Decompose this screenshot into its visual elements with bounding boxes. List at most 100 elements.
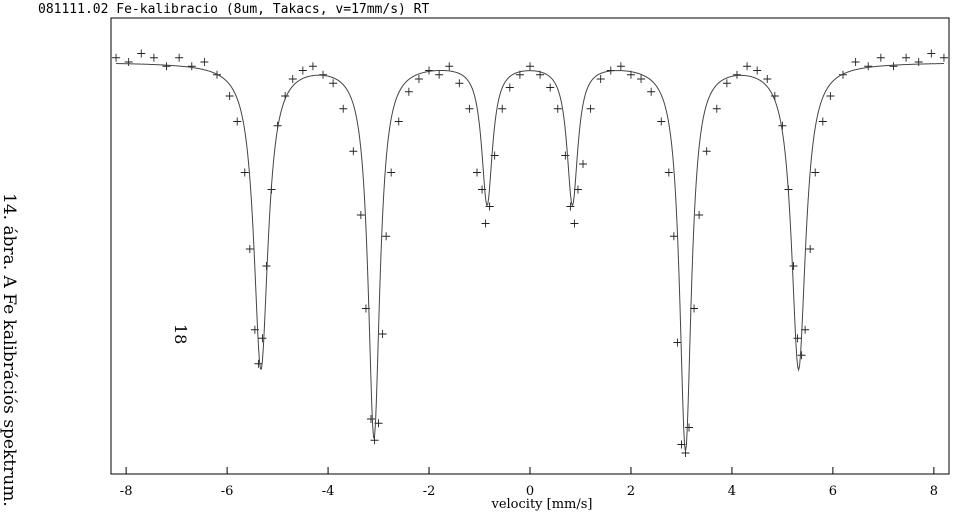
data-point <box>664 168 673 177</box>
data-point <box>124 58 133 66</box>
data-point <box>770 92 779 100</box>
data-point <box>175 53 184 62</box>
data-point <box>245 245 254 253</box>
data-point <box>112 53 121 62</box>
data-point <box>505 83 514 92</box>
data-point <box>712 104 721 113</box>
x-tick-label: -4 <box>322 484 335 499</box>
data-point <box>722 79 731 88</box>
data-points <box>112 49 948 457</box>
data-point <box>254 359 263 368</box>
data-point <box>914 58 923 66</box>
data-point <box>200 58 209 66</box>
data-point <box>187 62 196 71</box>
data-point <box>702 147 711 156</box>
x-tick-label: -6 <box>221 484 234 499</box>
data-point <box>939 53 948 62</box>
data-point <box>162 62 171 71</box>
data-point <box>889 62 898 71</box>
plot-frame <box>110 17 950 475</box>
data-point <box>586 104 595 113</box>
data-point <box>579 160 588 168</box>
data-point <box>225 92 234 100</box>
data-point <box>425 66 434 75</box>
data-point <box>811 168 820 177</box>
data-point <box>743 62 752 71</box>
data-point <box>370 436 379 445</box>
data-point <box>485 202 494 211</box>
data-point <box>732 70 741 79</box>
data-point <box>414 75 423 83</box>
x-tick-label: 8 <box>930 484 938 499</box>
x-axis-label: velocity [mm/s] <box>490 497 592 512</box>
x-axis-ticks <box>125 467 935 474</box>
data-point <box>864 62 873 71</box>
data-point <box>137 49 146 58</box>
data-point <box>573 185 582 194</box>
data-point <box>553 104 562 113</box>
x-tick-label: 2 <box>627 484 635 499</box>
data-point <box>657 117 666 126</box>
data-point <box>366 415 375 423</box>
data-point <box>498 104 507 113</box>
page-number: 18 <box>171 324 190 344</box>
data-point <box>546 83 555 92</box>
data-point <box>339 104 348 113</box>
data-point <box>806 245 815 253</box>
data-point <box>826 92 835 100</box>
data-point <box>669 232 678 241</box>
data-point <box>763 75 772 83</box>
data-point <box>387 168 396 177</box>
data-point <box>566 202 575 211</box>
data-point <box>435 70 444 79</box>
data-point <box>793 334 802 343</box>
x-tick-label: 4 <box>728 484 736 499</box>
data-point <box>233 117 242 126</box>
data-point <box>778 121 787 130</box>
data-point <box>616 62 625 71</box>
data-point <box>818 117 827 126</box>
data-point <box>838 70 847 79</box>
data-point <box>927 49 936 58</box>
data-point <box>753 66 762 75</box>
data-point <box>801 325 810 334</box>
data-point <box>445 62 454 71</box>
data-point <box>329 79 338 88</box>
data-point <box>298 66 307 75</box>
x-tick-label: -8 <box>120 484 133 499</box>
data-point <box>902 53 911 62</box>
data-point <box>481 219 490 228</box>
x-tick-label: 6 <box>829 484 837 499</box>
data-point <box>288 75 297 83</box>
data-point <box>561 151 570 160</box>
chart-title: 081111.02 Fe-kalibracio (8um, Takacs, v=… <box>38 2 430 17</box>
data-point <box>308 62 317 71</box>
data-point <box>789 262 798 270</box>
x-axis-tick-labels: -8 -6 -4 -2 0 2 4 6 8 <box>120 484 938 499</box>
data-point <box>258 334 267 343</box>
data-point <box>240 168 249 177</box>
data-point <box>455 79 464 88</box>
data-point <box>637 75 646 83</box>
data-point <box>673 338 682 347</box>
data-point <box>570 219 579 228</box>
data-point <box>596 75 605 83</box>
data-point <box>851 58 860 66</box>
data-point <box>382 232 391 241</box>
fit-curve <box>116 63 944 452</box>
x-tick-label: 0 <box>526 484 534 499</box>
figure-caption: 14. ábra. A Fe kalibrációs spektrum. <box>0 193 19 507</box>
data-point <box>465 104 474 113</box>
data-point <box>404 87 413 96</box>
x-tick-label: -2 <box>423 484 436 499</box>
data-point <box>526 62 534 71</box>
data-point <box>695 211 704 219</box>
data-point <box>685 423 694 432</box>
data-point <box>472 168 481 177</box>
data-point <box>349 147 358 156</box>
data-point <box>647 87 656 96</box>
data-point <box>149 53 158 62</box>
data-point <box>876 53 885 62</box>
